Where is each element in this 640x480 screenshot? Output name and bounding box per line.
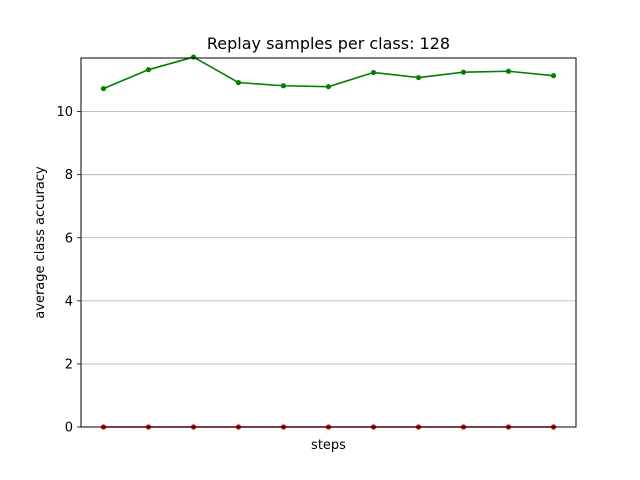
y-tick-label: 8 — [65, 168, 73, 183]
plot-frame — [80, 57, 577, 428]
y-tick-label: 6 — [65, 231, 73, 246]
data-point — [145, 67, 152, 73]
data-point — [415, 74, 422, 81]
data-point — [325, 84, 332, 90]
data-point — [550, 73, 557, 79]
data-point — [190, 54, 197, 60]
y-tick-label: 0 — [65, 421, 73, 436]
data-point — [100, 85, 107, 92]
data-point — [505, 68, 512, 74]
series-layer — [100, 54, 557, 430]
y-axis-ticks: 0 2 4 6 8 10 — [56, 105, 81, 436]
data-point — [280, 83, 287, 89]
data-point — [235, 80, 242, 86]
series-line — [103, 56, 554, 90]
y-tick-label: 4 — [65, 294, 73, 309]
data-point — [460, 69, 467, 75]
y-tick-label: 10 — [56, 105, 73, 120]
series-0 — [100, 54, 557, 92]
data-point — [370, 69, 377, 76]
y-gridlines — [81, 111, 576, 365]
x-axis-label: steps — [311, 438, 346, 453]
y-tick-label: 2 — [65, 357, 73, 372]
y-axis-label: average class accuracy — [33, 166, 48, 319]
chart-title: Replay samples per class: 128 — [207, 34, 450, 53]
